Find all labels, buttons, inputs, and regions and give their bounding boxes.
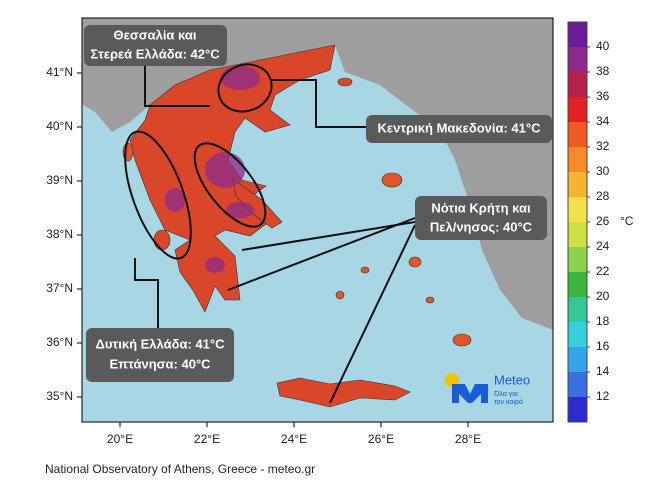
colorbar-tick-label: 22 — [596, 264, 610, 278]
callout: Νότια Κρήτη και Πελ/νησος: 40°C — [415, 196, 547, 240]
colorbar-tick-label: 26 — [596, 214, 610, 228]
colorbar-tick-label: 28 — [596, 189, 610, 203]
colorbar-band — [568, 147, 587, 172]
callout-text: Κεντρική Μακεδονία: 41°C — [378, 120, 542, 135]
lon-tick-label: 24°E — [281, 432, 307, 446]
axes: 20°E 22°E 24°E 26°E 28°E 41°N 40°N 39°N 38°N 37°N… — [46, 21, 610, 446]
colorbar-tick-label: 18 — [596, 314, 610, 328]
logo: Meteo Όλα για τον καιρό — [445, 372, 530, 406]
logo-tagline: τον καιρό — [494, 398, 523, 406]
footer: National Observatory of Athens, Greece -… — [45, 462, 315, 476]
colorbar-tick-label: 36 — [596, 89, 610, 103]
colorbar-band — [568, 322, 587, 347]
colorbar-band — [568, 172, 587, 197]
colorbar-band — [568, 72, 587, 97]
neighbour-land — [82, 18, 553, 330]
lat-tick-label: 37°N — [46, 281, 73, 295]
callout-text: Στερεά Ελλάδα: 42°C — [90, 46, 220, 61]
callout: Δυτική Ελλάδα: 41°C Επτάνησα: 40°C — [86, 328, 234, 382]
colorbar-tick-label: 16 — [596, 339, 610, 353]
colorbar-tick-label: 30 — [596, 164, 610, 178]
colorbar-tick-label: 38 — [596, 64, 610, 78]
colorbar-band — [568, 22, 587, 47]
colorbar-band — [568, 272, 587, 297]
colorbar-tick-label: 32 — [596, 139, 610, 153]
colorbar-band — [568, 397, 587, 422]
highlights — [124, 63, 416, 404]
lat-tick-label: 36°N — [46, 335, 73, 349]
lon-tick-label: 26°E — [368, 432, 394, 446]
callout-text: Επτάνησα: 40°C — [109, 356, 211, 371]
lat-tick-label: 38°N — [46, 227, 73, 241]
callout-text: Νότια Κρήτη και — [431, 200, 531, 215]
callout: Κεντρική Μακεδονία: 41°C — [366, 115, 552, 143]
callout-text: Θεσσαλία και — [114, 27, 197, 42]
map-frame — [81, 17, 554, 423]
colorbar-unit: °C — [620, 214, 634, 228]
logo-name: Meteo — [494, 372, 530, 387]
colorbar-band — [568, 47, 587, 72]
callout-text: Δυτική Ελλάδα: 41°C — [96, 336, 226, 351]
lon-tick-label: 20°E — [107, 432, 133, 446]
colorbar-tick-label: 20 — [596, 289, 610, 303]
colorbar-tick-label: 40 — [596, 39, 610, 53]
lat-tick-label: 39°N — [46, 173, 73, 187]
lat-tick-label: 41°N — [46, 65, 73, 79]
colorbar-band — [568, 347, 587, 372]
colorbar-band — [568, 297, 587, 322]
colorbar-band — [568, 97, 587, 122]
logo-tagline: Όλα για — [493, 391, 518, 398]
colorbar-band — [568, 247, 587, 272]
callout: Θεσσαλία και Στερεά Ελλάδα: 42°C — [84, 25, 227, 66]
colorbar-band — [568, 372, 587, 397]
colorbar-tick-label: 34 — [596, 114, 610, 128]
colorbar-band — [568, 122, 587, 147]
colorbar-tick-label: 12 — [596, 389, 610, 403]
colorbar-band — [568, 222, 587, 247]
lon-tick-label: 22°E — [194, 432, 220, 446]
colorbar-tick-label: 24 — [596, 239, 610, 253]
callout-text: Πελ/νησος: 40°C — [430, 219, 533, 234]
colorbar-tick-label: 14 — [596, 364, 610, 378]
lat-tick-label: 35°N — [46, 389, 73, 403]
lat-tick-label: 40°N — [46, 119, 73, 133]
lon-tick-label: 28°E — [455, 432, 481, 446]
colorbar-band — [568, 197, 587, 222]
